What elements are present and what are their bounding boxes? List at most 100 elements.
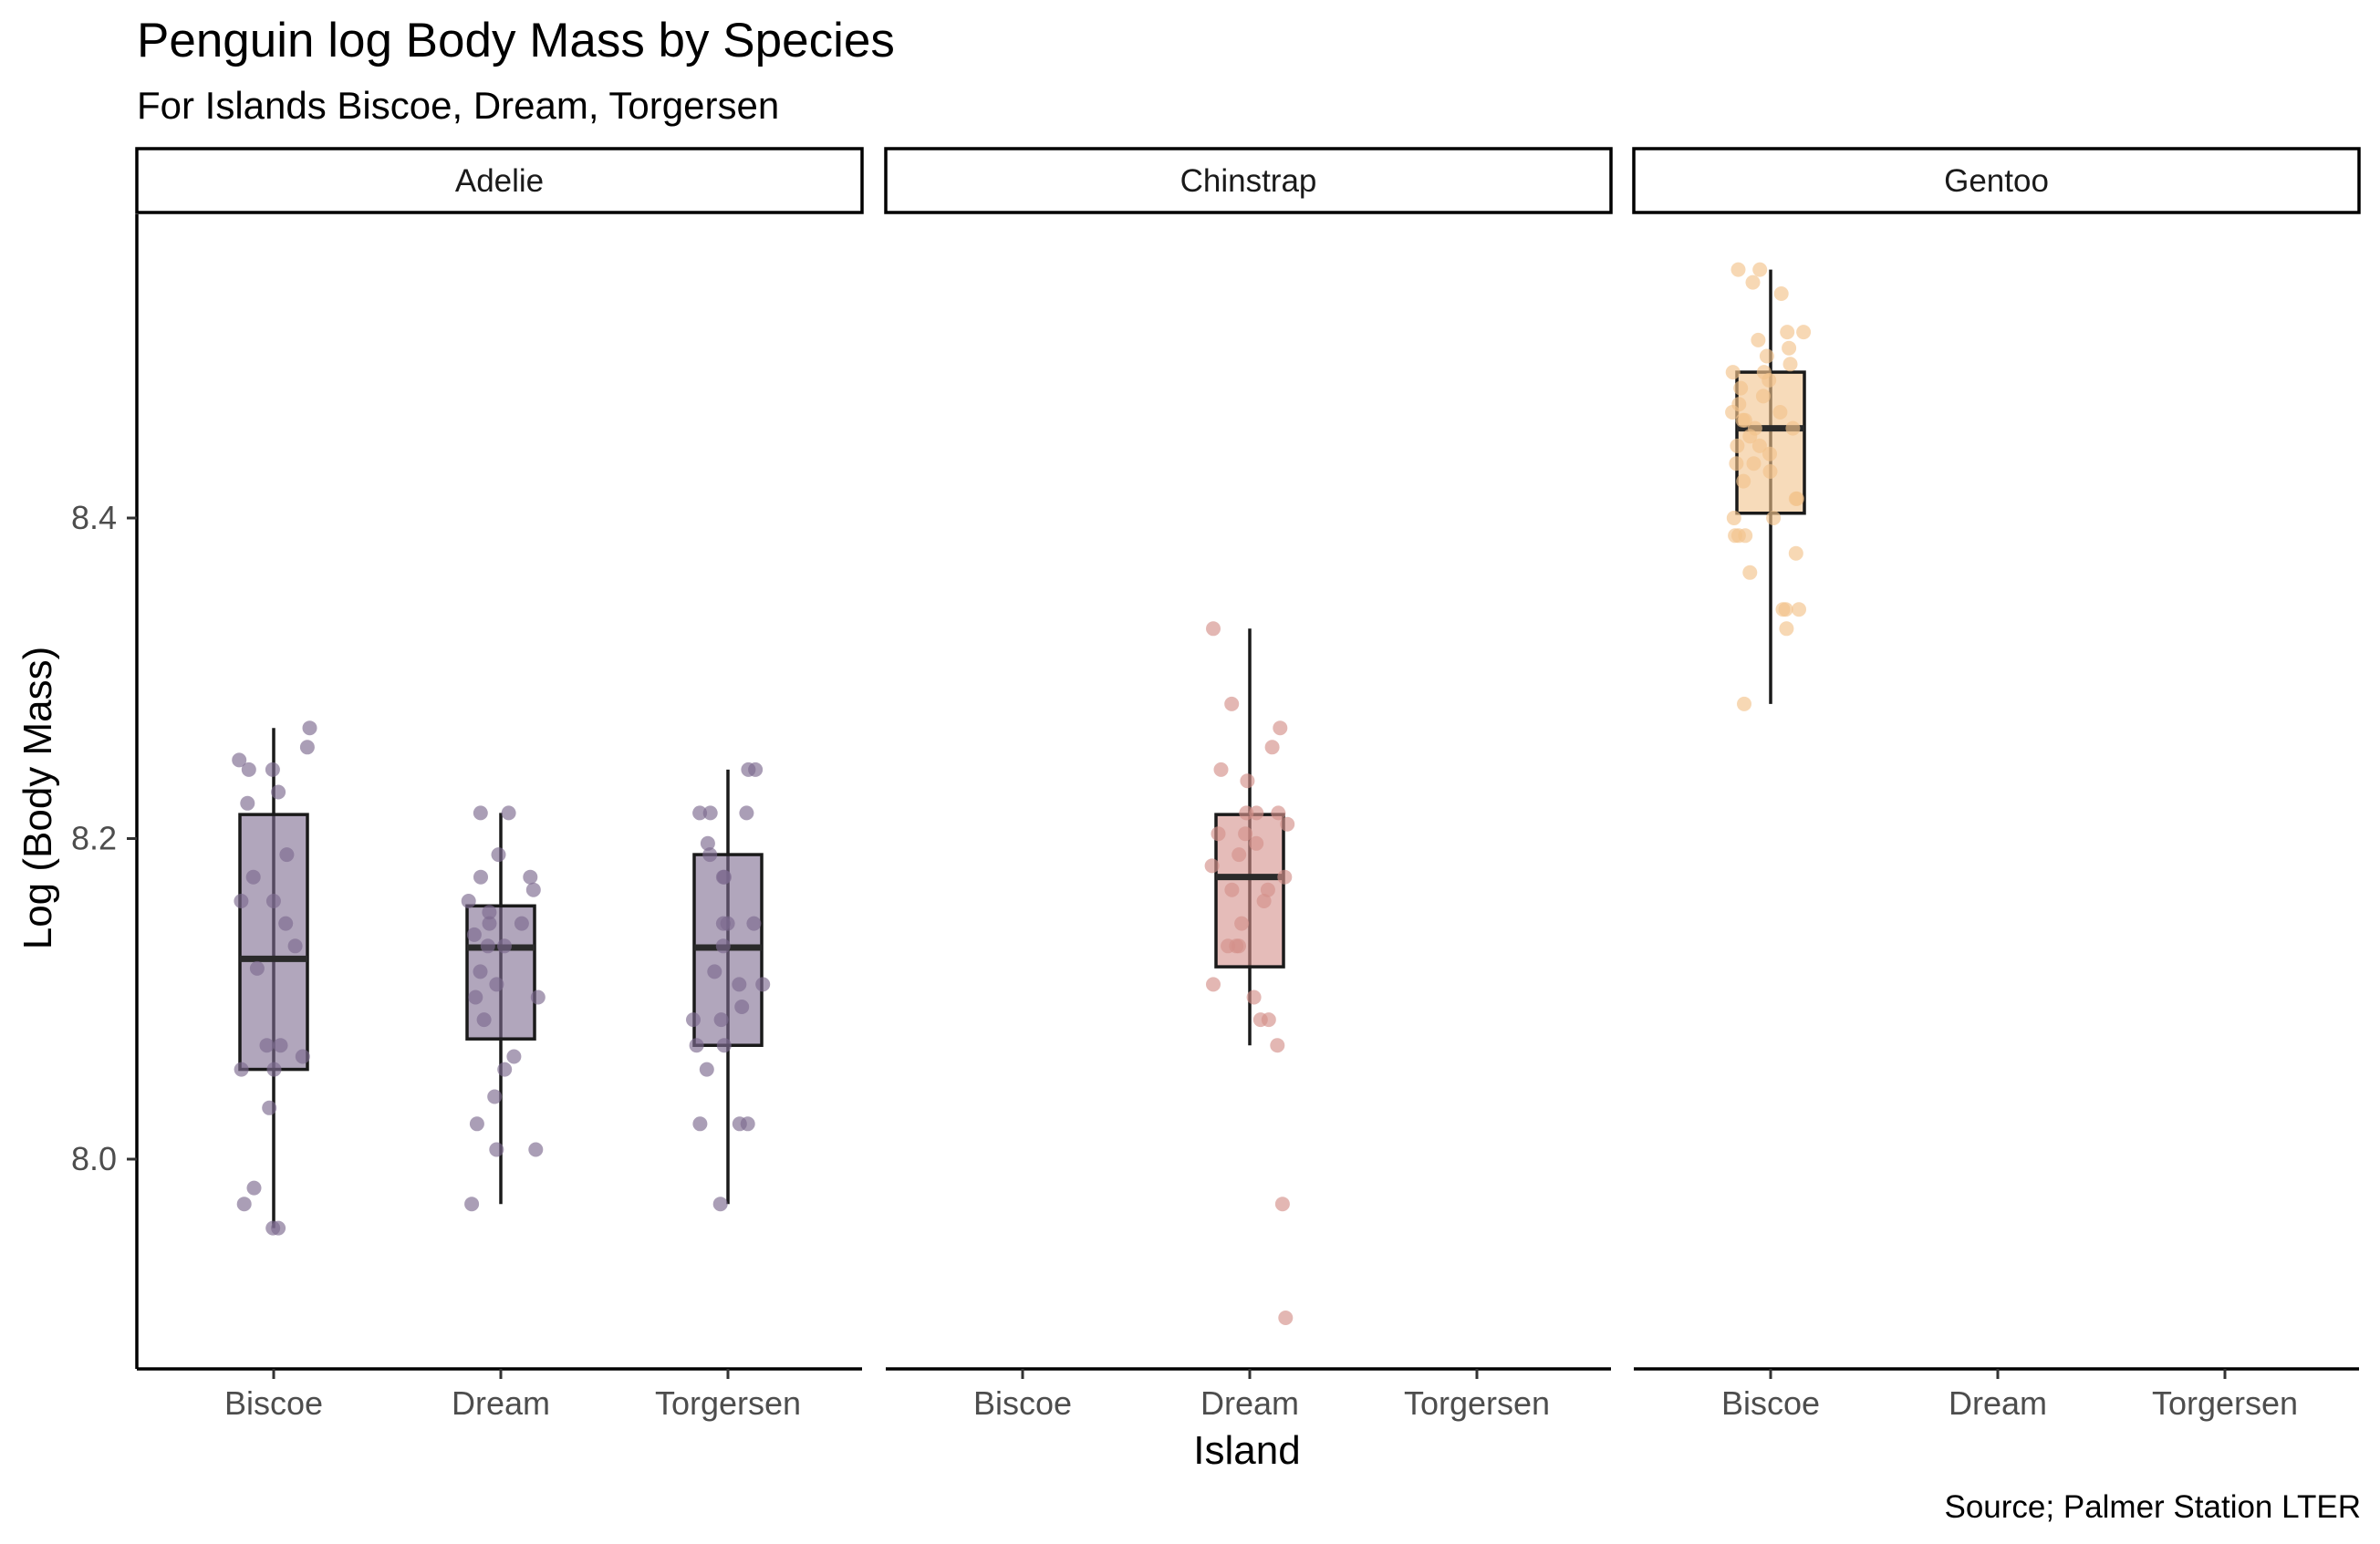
data-point xyxy=(501,805,516,821)
x-tick-label: Torgersen xyxy=(2152,1384,2298,1422)
data-point xyxy=(491,847,506,863)
data-point xyxy=(713,1012,729,1028)
data-point xyxy=(468,990,483,1005)
data-point xyxy=(464,1197,480,1212)
data-point xyxy=(245,869,261,885)
data-point xyxy=(689,1038,704,1053)
facet-strip-label: Chinstrap xyxy=(1180,163,1317,199)
data-point xyxy=(702,847,718,863)
data-point xyxy=(1224,882,1240,897)
data-point xyxy=(523,869,538,885)
data-point xyxy=(530,990,546,1005)
x-tick-label: Torgersen xyxy=(1404,1384,1550,1422)
data-point xyxy=(1206,977,1221,992)
data-point xyxy=(1733,380,1749,396)
data-point xyxy=(497,1062,513,1077)
box-chinstrap-dream xyxy=(1204,621,1295,1325)
data-point xyxy=(1782,340,1797,356)
data-point xyxy=(1762,464,1778,479)
data-point xyxy=(461,894,476,908)
data-point xyxy=(1747,420,1762,436)
data-point xyxy=(1775,602,1791,617)
data-point xyxy=(271,1220,286,1236)
chart-title: Penguin log Body Mass by Species xyxy=(137,14,895,67)
data-point xyxy=(692,805,708,821)
data-point xyxy=(712,1197,728,1212)
x-tick-label: Biscoe xyxy=(973,1384,1072,1422)
data-point xyxy=(1780,325,1795,340)
data-point xyxy=(686,1012,701,1028)
data-point xyxy=(1796,325,1812,340)
data-point xyxy=(528,1142,544,1157)
data-point xyxy=(1211,826,1226,842)
data-point xyxy=(1730,528,1746,544)
y-tick-label: 8.4 xyxy=(71,499,117,536)
box-adelie-biscoe xyxy=(232,720,317,1236)
data-point xyxy=(240,795,255,811)
data-point xyxy=(295,1049,310,1064)
data-point xyxy=(234,894,249,908)
data-point xyxy=(265,762,280,777)
data-point xyxy=(480,938,495,954)
data-point xyxy=(1762,446,1777,461)
data-point xyxy=(232,752,247,768)
facet-panel-chinstrap: Chinstrap Biscoe Dream Torgersen xyxy=(884,147,1613,1422)
x-tick-label: Dream xyxy=(1200,1384,1299,1422)
data-point xyxy=(1779,621,1794,637)
data-point xyxy=(700,835,715,851)
data-point xyxy=(1785,420,1801,436)
y-tick-label: 8.0 xyxy=(71,1140,117,1177)
x-tick-label: Dream xyxy=(452,1384,550,1422)
data-point xyxy=(287,938,303,954)
data-point xyxy=(1792,602,1806,617)
data-point xyxy=(1206,621,1221,637)
data-point xyxy=(1759,348,1774,364)
facet-strip-label: Adelie xyxy=(455,163,544,199)
facet-strip xyxy=(135,147,864,214)
x-tick-label: Torgersen xyxy=(655,1384,801,1422)
data-point xyxy=(732,977,747,992)
data-point xyxy=(278,916,294,931)
data-point xyxy=(1232,938,1246,954)
data-point xyxy=(1730,262,1746,277)
data-point xyxy=(273,1038,288,1053)
data-point xyxy=(514,916,529,931)
source-caption: Source; Palmer Station LTER xyxy=(1945,1489,2362,1525)
data-point xyxy=(489,977,504,992)
data-point xyxy=(482,916,497,931)
data-point xyxy=(246,1180,262,1196)
y-axis: 8.0 8.2 8.4 xyxy=(71,499,137,1177)
x-tick-label: Biscoe xyxy=(1721,1384,1820,1422)
data-point xyxy=(1742,565,1758,580)
data-point xyxy=(1277,869,1293,885)
data-point xyxy=(1246,990,1262,1005)
data-point xyxy=(1756,365,1772,380)
facet-strip-label: Gentoo xyxy=(1944,163,2049,199)
data-point xyxy=(1766,511,1782,525)
data-point xyxy=(259,1038,275,1053)
data-point xyxy=(1256,894,1272,908)
data-point xyxy=(1755,389,1771,404)
data-point xyxy=(249,960,265,976)
data-point xyxy=(732,1116,747,1132)
data-point xyxy=(1788,545,1803,561)
data-point xyxy=(1249,805,1264,821)
data-point xyxy=(525,882,541,897)
box-adelie-dream xyxy=(461,805,546,1212)
data-point xyxy=(489,1142,504,1157)
x-tick-label: Biscoe xyxy=(224,1384,323,1422)
data-point xyxy=(236,1197,252,1212)
facet-strip xyxy=(1632,147,2361,214)
data-point xyxy=(702,805,718,821)
data-point xyxy=(1239,805,1254,821)
data-point xyxy=(1252,1012,1268,1028)
facet-panel-gentoo: Gentoo Biscoe Dream Torgersen xyxy=(1632,147,2361,1422)
data-point xyxy=(476,1012,492,1028)
data-point xyxy=(734,1000,750,1014)
data-point xyxy=(1273,720,1288,736)
data-point xyxy=(1274,1197,1290,1212)
data-point xyxy=(1736,473,1751,489)
data-point xyxy=(1745,275,1761,290)
data-point xyxy=(473,869,488,885)
